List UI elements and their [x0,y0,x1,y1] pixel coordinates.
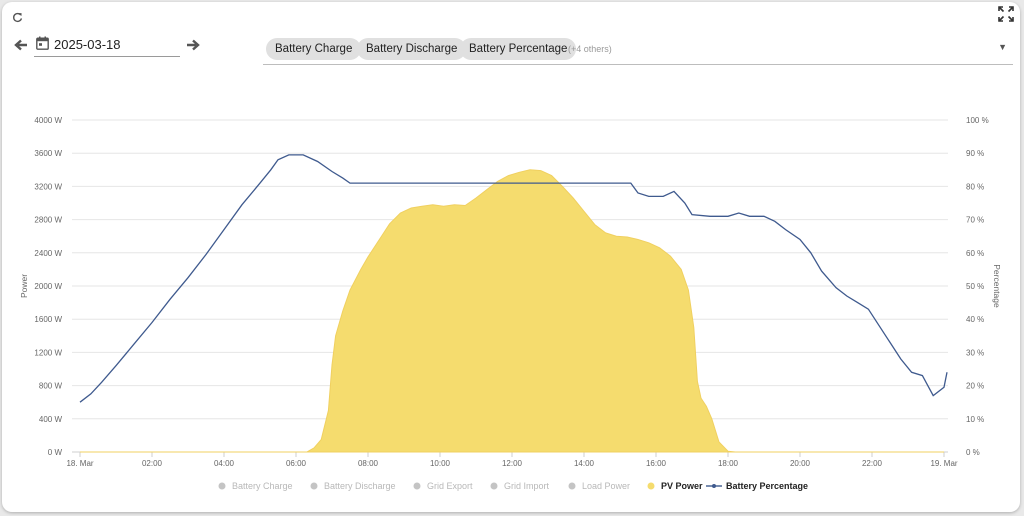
y-tick-label: 800 W [39,382,63,391]
x-tick-label: 16:00 [646,459,667,468]
y2-tick-label: 20 % [966,382,984,391]
y-tick-label: 1600 W [34,315,62,324]
legend-item-label[interactable]: Load Power [582,481,630,491]
y2-tick-label: 30 % [966,348,984,357]
pv-power-area [80,169,944,453]
y-tick-label: 2800 W [34,216,62,225]
y-tick-label: 2000 W [34,282,62,291]
x-tick-label: 02:00 [142,459,163,468]
x-tick-label: 14:00 [574,459,595,468]
right-axis-title: Percentage [992,264,1002,308]
y2-tick-label: 40 % [966,315,984,324]
chart-legend: Battery Charge Battery Discharge Grid Expo… [218,481,808,491]
y2-tick-label: 10 % [966,415,984,424]
y-tick-label: 3600 W [34,149,62,158]
prev-day-arrow-icon[interactable] [14,38,28,54]
legend-marker-dot [568,482,576,490]
legend-item-label[interactable]: Battery Percentage [726,481,808,491]
battery-percentage-series [79,154,948,403]
refresh-icon[interactable] [12,12,23,25]
left-axis-ticks: 0 W 400 W 800 W 1200 W 1600 W 2000 W 2400 W 280… [34,116,62,457]
chip-battery-discharge[interactable]: Battery Discharge [357,38,467,60]
y2-tick-label: 100 % [966,116,989,125]
legend-marker-dot [490,482,498,490]
x-tick-label: 22:00 [862,459,883,468]
x-tick-label: 06:00 [286,459,307,468]
legend-item-label[interactable]: Battery Charge [232,481,293,491]
y2-tick-label: 60 % [966,249,984,258]
y2-tick-label: 70 % [966,216,984,225]
x-tick-label: 20:00 [790,459,811,468]
legend-marker-dot [310,482,318,490]
series-filter-select[interactable]: Battery Charge Battery Discharge Battery… [263,36,1013,65]
y-tick-label: 2400 W [34,249,62,258]
legend-marker-dot [647,482,655,490]
y-tick-label: 400 W [39,415,63,424]
x-tick-label: 18. Mar [66,459,93,468]
legend-marker-dot [413,482,421,490]
x-tick-label: 08:00 [358,459,379,468]
fullscreen-icon[interactable] [998,6,1014,24]
chevron-down-icon[interactable]: ▼ [998,42,1007,52]
chip-battery-charge[interactable]: Battery Charge [266,38,362,60]
y-tick-label: 1200 W [34,348,62,357]
y2-tick-label: 80 % [966,182,984,191]
legend-marker-dot [712,484,716,488]
date-value[interactable]: 2025-03-18 [54,37,121,52]
y2-tick-label: 90 % [966,149,984,158]
y-tick-label: 0 W [48,448,63,457]
pv-power-series [80,169,944,453]
next-day-arrow-icon[interactable] [186,38,200,54]
battery-percentage-line [79,154,948,403]
x-tick-label: 18:00 [718,459,739,468]
more-series-count: (+4 others) [568,44,612,54]
legend-item-label[interactable]: Grid Export [427,481,473,491]
chip-battery-percentage[interactable]: Battery Percentage [460,38,577,60]
x-tick-label: 19. Mar [930,459,957,468]
y2-tick-label: 0 % [966,448,980,457]
y-tick-label: 4000 W [34,116,62,125]
legend-item-label[interactable]: Battery Discharge [324,481,396,491]
y-tick-label: 3200 W [34,182,62,191]
legend-item-label[interactable]: PV Power [661,481,703,491]
x-tick-label: 10:00 [430,459,451,468]
x-tick-label: 04:00 [214,459,235,468]
legend-marker-dot [218,482,226,490]
date-picker[interactable]: 2025-03-18 [34,36,180,57]
x-tick-label: 12:00 [502,459,523,468]
y2-tick-label: 50 % [966,282,984,291]
left-axis-title: Power [19,274,29,298]
right-axis-ticks: 0 % 10 % 20 % 30 % 40 % 50 % 60 % 70 % 80 % 90 % 1… [966,116,989,457]
x-axis-ticks: 18. Mar 02:00 04:00 06:00 08:00 10:00 12:00 14:… [66,459,957,468]
calendar-icon[interactable] [36,36,49,55]
legend-item-label[interactable]: Grid Import [504,481,550,491]
